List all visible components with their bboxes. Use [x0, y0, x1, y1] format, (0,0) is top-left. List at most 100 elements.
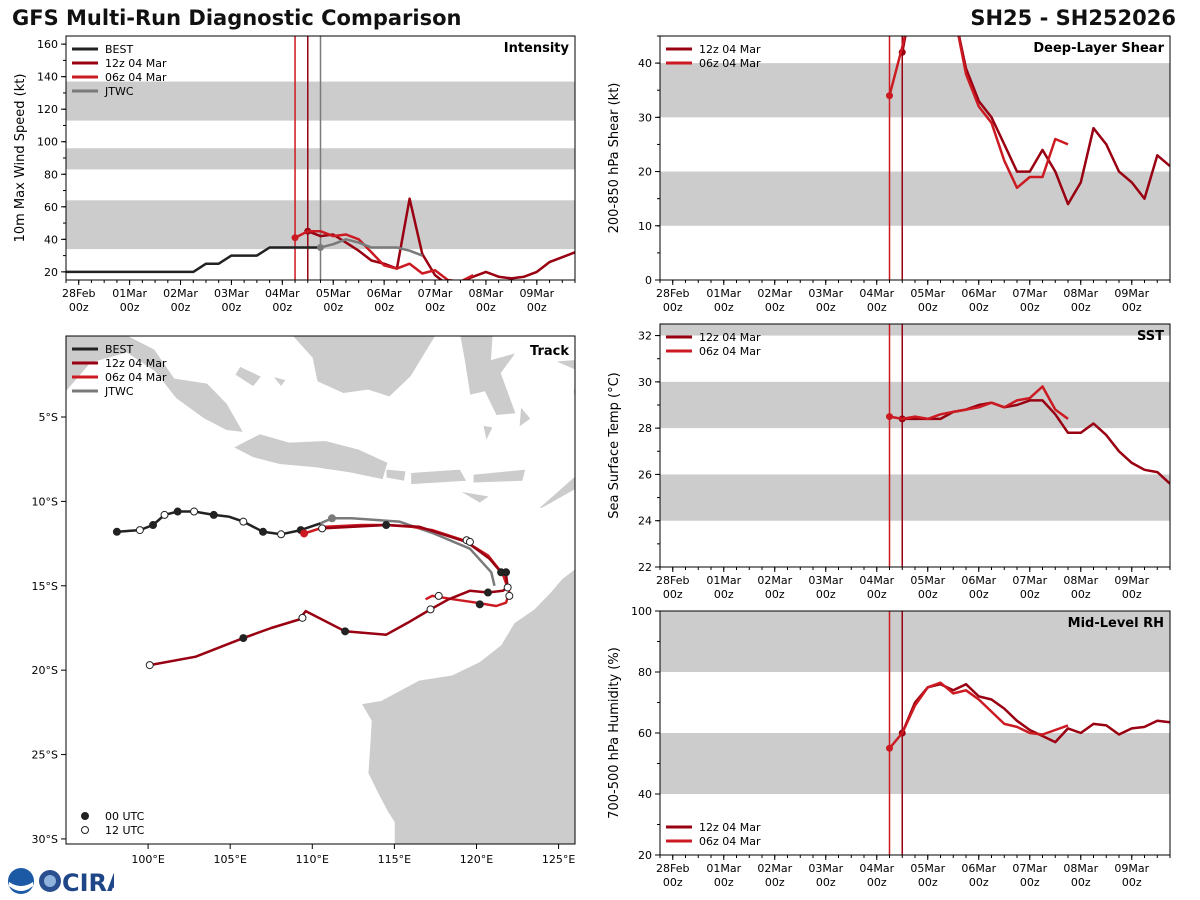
intensity-line-run06z: [294, 229, 474, 280]
sst-xtick-day: 03Mar: [808, 574, 843, 587]
intensity-ytick-label: 40: [44, 233, 58, 246]
intensity-xtick-hour: 00z: [374, 301, 394, 314]
intensity-ytick-label: 80: [44, 168, 58, 181]
land-polygon: [555, 359, 575, 371]
sst-xtick-hour: 00z: [714, 588, 734, 601]
land-polygon: [459, 336, 517, 416]
shear-xtick-day: 07Mar: [1012, 287, 1047, 300]
legend-marker-12utc: [81, 826, 89, 834]
sst-panel: 22242628303228Feb00z01Mar00z02Mar00z03Ma…: [607, 323, 1171, 601]
land-polygon: [271, 375, 287, 388]
intensity-xtick-day: 08Mar: [469, 287, 504, 300]
marker-legend-label: 00 UTC: [105, 810, 145, 823]
sst-panel-title: SST: [1137, 329, 1164, 344]
sst-xtick-day: 02Mar: [757, 574, 792, 587]
land-polygon: [410, 468, 468, 485]
sst-line-run06z: [889, 385, 1069, 421]
sst-xtick-day: 04Mar: [859, 574, 894, 587]
legend-label-run06z: 06z 04 Mar: [699, 345, 761, 358]
shear-ytick-label: 20: [638, 166, 652, 179]
track-marker-12utc: [190, 507, 199, 516]
shear-xtick-day: 02Mar: [757, 287, 792, 300]
rh-ylabel: 700-500 hPa Humidity (%): [607, 647, 622, 819]
rh-xtick-hour: 00z: [918, 876, 938, 889]
marker-legend-label: 12 UTC: [105, 824, 145, 837]
track-marker-12utc: [503, 583, 512, 592]
intensity-line-jtwc: [320, 238, 423, 257]
rh-band: [660, 611, 1170, 672]
legend-label-jtwc: JTWC: [104, 85, 134, 98]
track-xtick-label: 120°E: [460, 853, 493, 866]
rh-xtick-hour: 00z: [1071, 876, 1091, 889]
sst-band: [660, 474, 1170, 521]
shear-xtick-hour: 00z: [969, 301, 989, 314]
land-polygon: [472, 468, 527, 484]
legend-label-best: BEST: [105, 343, 133, 356]
intensity-panel-title: Intensity: [504, 41, 570, 56]
track-ytick-label: 20°S: [32, 664, 58, 677]
rh-panel: 2040608010028Feb00z01Mar00z02Mar00z03Mar…: [607, 605, 1171, 889]
track-line-jtwc: [320, 517, 496, 587]
track-marker-00utc: [341, 627, 350, 636]
shear-xtick-day: 06Mar: [961, 287, 996, 300]
shear-xtick-hour: 00z: [714, 301, 734, 314]
track-marker-00utc: [239, 634, 248, 643]
track-marker-00utc: [300, 529, 309, 538]
sst-xtick-hour: 00z: [969, 588, 989, 601]
intensity-xtick-day: 07Mar: [418, 287, 453, 300]
track-marker-12utc: [160, 510, 169, 519]
rh-xtick-hour: 00z: [714, 876, 734, 889]
track-marker-00utc: [475, 600, 484, 609]
sst-series: [886, 385, 1170, 485]
rh-xtick-day: 04Mar: [859, 862, 894, 875]
sst-line-run12z: [902, 399, 1170, 485]
rh-bands: [660, 611, 1170, 794]
sst-ytick-label: 26: [638, 468, 652, 481]
figure-title: GFS Multi-Run Diagnostic Comparison: [12, 6, 462, 30]
track-marker-12utc: [298, 613, 307, 622]
track-marker-00utc: [173, 507, 182, 516]
rh-panel-title: Mid-Level RH: [1068, 616, 1164, 631]
track-marker-12utc: [135, 526, 144, 535]
track-marker-12utc: [426, 605, 435, 614]
rh-xtick-hour: 00z: [867, 876, 887, 889]
land-polygon: [66, 336, 244, 433]
rh-xtick-day: 06Mar: [961, 862, 996, 875]
shear-series: [886, 36, 1170, 206]
track-marker-00utc: [149, 521, 158, 530]
track-marker-12utc: [145, 661, 154, 670]
intensity-line-run12z: [307, 197, 575, 280]
shear-xtick-day: 03Mar: [808, 287, 843, 300]
rh-xtick-day: 07Mar: [1012, 862, 1047, 875]
track-ytick-label: 15°S: [32, 580, 58, 593]
track-xtick-label: 105°E: [213, 853, 246, 866]
shear-xtick-hour: 00z: [867, 301, 887, 314]
sst-marker-run06z: [886, 413, 893, 421]
intensity-ytick-label: 20: [44, 266, 58, 279]
legend-label-jtwc: JTWC: [104, 385, 134, 398]
track-ytick-label: 25°S: [32, 749, 58, 762]
intensity-ytick-label: 120: [37, 103, 58, 116]
track-ytick-label: 5°S: [39, 411, 58, 424]
sst-xtick-day: 06Mar: [961, 574, 996, 587]
intensity-xtick-day: 01Mar: [112, 287, 147, 300]
shear-xtick-hour: 00z: [918, 301, 938, 314]
shear-xtick-hour: 00z: [765, 301, 785, 314]
sst-xtick-hour: 00z: [816, 588, 836, 601]
track-xtick-label: 110°E: [296, 853, 329, 866]
sst-ytick-label: 24: [638, 515, 652, 528]
intensity-line-best: [66, 246, 321, 274]
sst-xtick-day: 09Mar: [1114, 574, 1149, 587]
rh-marker-run06z: [886, 744, 893, 752]
track-marker-12utc: [465, 537, 474, 546]
track-line-run12z: [149, 523, 509, 667]
shear-xtick-hour: 00z: [1020, 301, 1040, 314]
shear-xtick-hour: 00z: [1071, 301, 1091, 314]
track-marker-00utc: [382, 521, 391, 530]
sst-xtick-day: 07Mar: [1012, 574, 1047, 587]
track-marker-00utc: [327, 514, 336, 523]
intensity-xtick-hour: 00z: [323, 301, 343, 314]
shear-xtick-hour: 00z: [816, 301, 836, 314]
